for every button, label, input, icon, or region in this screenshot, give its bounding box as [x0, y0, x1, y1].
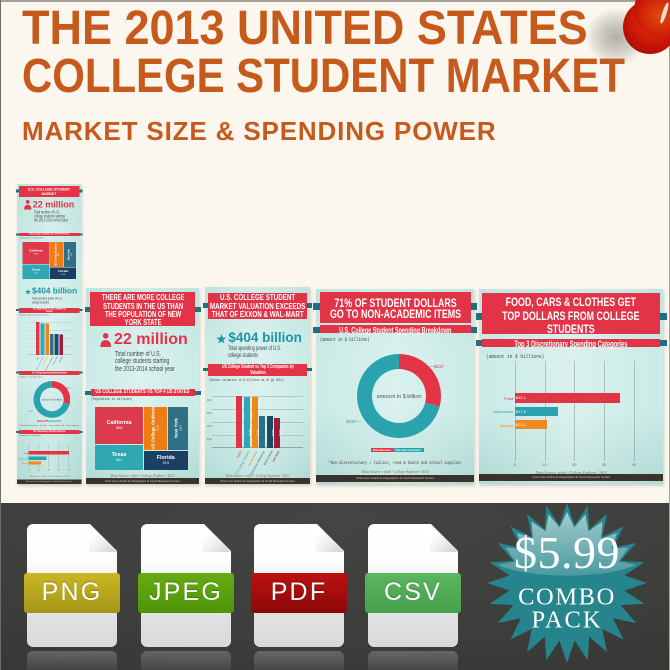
- svg-text:amount in $ billion: amount in $ billion: [376, 394, 421, 400]
- svg-text:amount in $ billion: amount in $ billion: [41, 398, 61, 401]
- svg-text:COMBO: COMBO: [518, 584, 616, 611]
- svg-text:PACK: PACK: [531, 607, 602, 634]
- svg-text:$5.99: $5.99: [514, 527, 620, 578]
